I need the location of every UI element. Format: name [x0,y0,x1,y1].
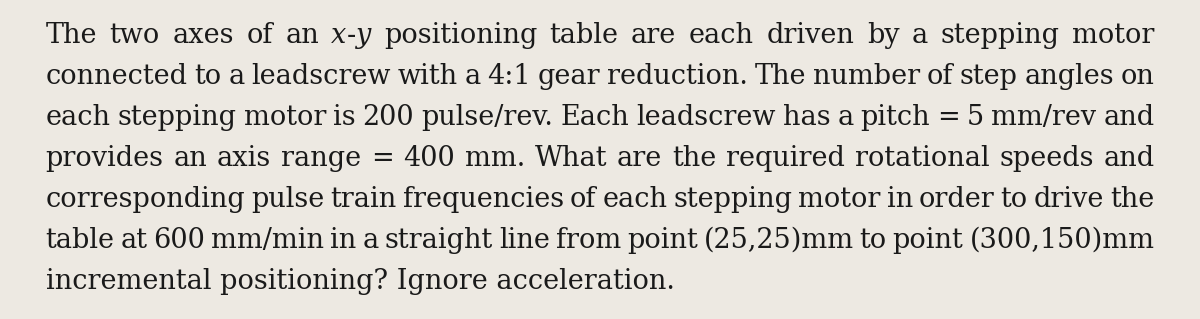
Text: speeds: speeds [1000,145,1093,172]
Text: incremental positioning? Ignore acceleration.: incremental positioning? Ignore accelera… [46,268,674,295]
Text: axes: axes [173,22,234,49]
Text: in: in [330,227,356,254]
Text: pulse/rev.: pulse/rev. [421,104,553,131]
Text: 4:1: 4:1 [487,63,530,90]
Text: rotational: rotational [854,145,989,172]
Text: The: The [46,22,97,49]
Text: range: range [281,145,361,172]
Text: a: a [362,227,379,254]
Text: table: table [46,227,115,254]
Text: is: is [334,104,355,131]
Text: connected: connected [46,63,187,90]
Text: gear: gear [538,63,600,90]
Text: a: a [228,63,245,90]
Text: two: two [109,22,160,49]
Text: 400: 400 [403,145,455,172]
Text: stepping: stepping [118,104,236,131]
Text: =: = [937,104,960,131]
Text: motor: motor [798,186,881,213]
Text: an: an [173,145,208,172]
Text: each: each [602,186,667,213]
Text: to: to [1001,186,1027,213]
Text: pitch: pitch [860,104,930,131]
Text: the: the [672,145,716,172]
Text: reduction.: reduction. [607,63,748,90]
Text: line: line [499,227,550,254]
Text: has: has [782,104,830,131]
Text: (300,150)mm: (300,150)mm [970,227,1154,254]
Text: y: y [356,22,371,49]
Text: angles: angles [1024,63,1114,90]
Text: positioning: positioning [384,22,538,49]
Text: of: of [926,63,953,90]
Text: by: by [866,22,899,49]
Text: required: required [726,145,845,172]
Text: motor: motor [1072,22,1154,49]
Text: are: are [631,22,677,49]
Text: (25,25)mm: (25,25)mm [703,227,853,254]
Text: with: with [397,63,457,90]
Text: pulse: pulse [251,186,324,213]
Text: step: step [960,63,1018,90]
Text: of: of [570,186,596,213]
Text: a: a [912,22,928,49]
Text: 200: 200 [362,104,414,131]
Text: axis: axis [217,145,271,172]
Text: 5: 5 [967,104,984,131]
Text: mm.: mm. [464,145,524,172]
Text: order: order [919,186,995,213]
Text: The: The [755,63,806,90]
Text: leadscrew: leadscrew [636,104,775,131]
Text: motor: motor [244,104,326,131]
Text: frequencies: frequencies [403,186,564,213]
Text: stepping: stepping [941,22,1060,49]
Text: drive: drive [1033,186,1104,213]
Text: What: What [535,145,607,172]
Text: a: a [838,104,853,131]
Text: to: to [859,227,887,254]
Text: each: each [46,104,110,131]
Text: point: point [626,227,697,254]
Text: and: and [1103,145,1154,172]
Text: are: are [617,145,662,172]
Text: mm/min: mm/min [211,227,324,254]
Text: at: at [120,227,148,254]
Text: mm/rev: mm/rev [991,104,1097,131]
Text: driven: driven [767,22,854,49]
Text: table: table [550,22,619,49]
Text: of: of [246,22,272,49]
Text: a: a [464,63,480,90]
Text: straight: straight [385,227,493,254]
Text: each: each [689,22,754,49]
Text: -: - [347,22,356,49]
Text: provides: provides [46,145,163,172]
Text: an: an [286,22,319,49]
Text: x: x [331,22,347,49]
Text: =: = [371,145,394,172]
Text: leadscrew: leadscrew [251,63,391,90]
Text: 600: 600 [154,227,205,254]
Text: from: from [556,227,620,254]
Text: stepping: stepping [673,186,792,213]
Text: corresponding: corresponding [46,186,245,213]
Text: train: train [330,186,397,213]
Text: point: point [893,227,964,254]
Text: to: to [194,63,222,90]
Text: number: number [812,63,919,90]
Text: in: in [887,186,913,213]
Text: and: and [1103,104,1154,131]
Text: the: the [1110,186,1154,213]
Text: on: on [1121,63,1154,90]
Text: Each: Each [560,104,629,131]
